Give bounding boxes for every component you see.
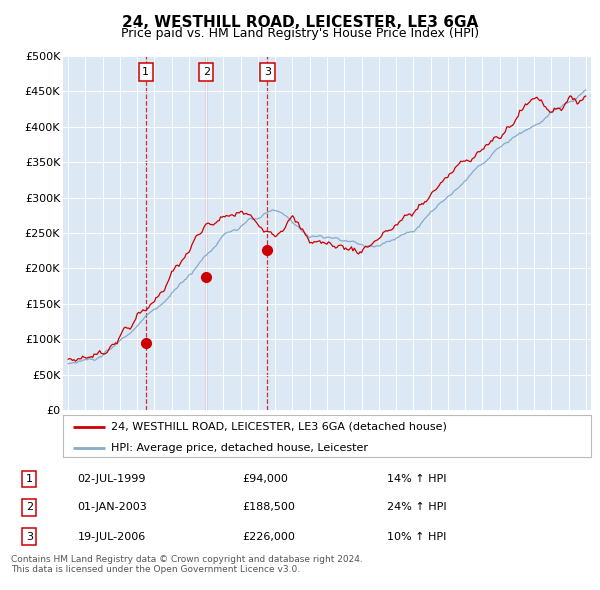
- Text: HPI: Average price, detached house, Leicester: HPI: Average price, detached house, Leic…: [110, 443, 368, 453]
- Text: £94,000: £94,000: [242, 474, 288, 484]
- Text: 19-JUL-2006: 19-JUL-2006: [77, 532, 146, 542]
- Text: 24, WESTHILL ROAD, LEICESTER, LE3 6GA: 24, WESTHILL ROAD, LEICESTER, LE3 6GA: [122, 15, 478, 30]
- Text: Price paid vs. HM Land Registry's House Price Index (HPI): Price paid vs. HM Land Registry's House …: [121, 27, 479, 40]
- Text: Contains HM Land Registry data © Crown copyright and database right 2024.
This d: Contains HM Land Registry data © Crown c…: [11, 555, 362, 574]
- Text: 2: 2: [26, 503, 33, 512]
- Text: £188,500: £188,500: [242, 503, 295, 512]
- Text: 1: 1: [142, 67, 149, 77]
- Text: 01-JAN-2003: 01-JAN-2003: [77, 503, 147, 512]
- Text: 3: 3: [264, 67, 271, 77]
- Text: 1: 1: [26, 474, 33, 484]
- Text: 2: 2: [203, 67, 210, 77]
- Text: 3: 3: [26, 532, 33, 542]
- Text: 10% ↑ HPI: 10% ↑ HPI: [387, 532, 446, 542]
- Text: £226,000: £226,000: [242, 532, 295, 542]
- Text: 14% ↑ HPI: 14% ↑ HPI: [387, 474, 446, 484]
- Text: 24, WESTHILL ROAD, LEICESTER, LE3 6GA (detached house): 24, WESTHILL ROAD, LEICESTER, LE3 6GA (d…: [110, 422, 446, 432]
- Text: 24% ↑ HPI: 24% ↑ HPI: [387, 503, 447, 512]
- Text: 02-JUL-1999: 02-JUL-1999: [77, 474, 146, 484]
